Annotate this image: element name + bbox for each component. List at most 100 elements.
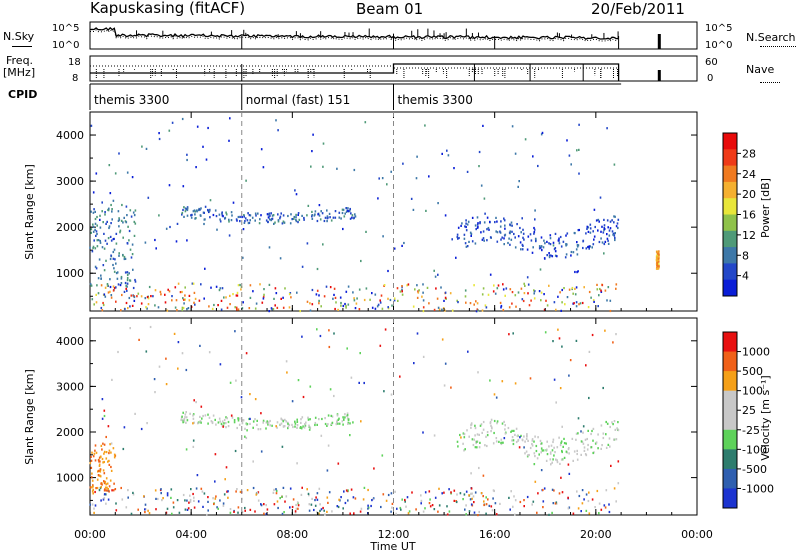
power-cell — [511, 291, 514, 294]
velocity-cell — [610, 464, 612, 467]
velocity-cell — [448, 488, 450, 491]
velocity-cell — [329, 388, 332, 391]
power-cell — [282, 296, 284, 299]
power-cell — [186, 158, 188, 162]
velocity-cell — [105, 435, 107, 439]
velocity-cell — [548, 445, 550, 448]
power-cell — [313, 214, 316, 217]
power-cell — [94, 265, 97, 268]
velocity-cell — [482, 495, 484, 498]
power-cell — [109, 278, 111, 281]
power-cell — [416, 284, 418, 287]
velocity-cell — [323, 509, 325, 512]
velocity-cell — [265, 504, 267, 507]
velocity-cell — [93, 452, 96, 455]
power-cell — [473, 284, 475, 287]
cpid-label: CPID — [8, 88, 38, 101]
power-cell — [606, 237, 609, 240]
velocity-scatter — [89, 325, 620, 517]
velocity-cell — [572, 512, 575, 515]
power-cell — [614, 215, 616, 218]
velocity-cell — [464, 508, 466, 511]
velocity-colorbar-swatch — [723, 488, 737, 509]
velocity-cell — [295, 507, 298, 510]
velocity-cell — [177, 341, 180, 344]
power-cell — [588, 247, 590, 250]
velocity-cell — [473, 438, 475, 441]
velocity-cell — [316, 511, 318, 514]
power-cell — [128, 239, 130, 242]
velocity-cell — [602, 436, 605, 440]
velocity-cell — [184, 413, 187, 416]
velocity-cell — [165, 357, 167, 360]
power-cell — [588, 290, 591, 294]
velocity-cell — [200, 405, 203, 408]
velocity-y-label: Slant Range [km] — [23, 369, 36, 465]
velocity-cell — [92, 455, 95, 458]
power-cell — [476, 223, 479, 226]
power-cell — [120, 309, 122, 312]
power-cell — [115, 300, 117, 303]
power-cell — [540, 245, 543, 248]
power-cell — [436, 297, 439, 300]
velocity-cell — [551, 461, 553, 464]
velocity-cell — [306, 488, 308, 491]
power-y-label: Slant Range [km] — [23, 164, 36, 260]
power-cell — [353, 216, 355, 219]
velocity-cell — [535, 444, 538, 448]
velocity-cell — [511, 439, 513, 442]
velocity-cell — [92, 492, 94, 495]
velocity-cell — [354, 497, 357, 500]
date-label: 20/Feb/2011 — [591, 0, 685, 18]
velocity-cell — [492, 442, 495, 445]
power-cell — [209, 216, 211, 219]
velocity-cell — [501, 441, 503, 444]
velocity-cell — [336, 420, 338, 424]
power-cell — [217, 304, 219, 307]
power-cell — [456, 235, 459, 239]
velocity-cell — [275, 488, 277, 491]
power-cell — [191, 213, 193, 216]
power-cell — [91, 298, 94, 301]
power-cell — [386, 183, 388, 186]
velocity-cell — [470, 487, 473, 490]
velocity-cell — [112, 447, 115, 450]
power-colorbar-swatch — [723, 214, 737, 232]
power-cell — [255, 214, 257, 217]
power-cell — [578, 148, 580, 151]
power-cell — [237, 215, 240, 219]
velocity-cell — [246, 489, 249, 492]
power-cell — [546, 240, 548, 243]
velocity-cell — [518, 446, 521, 449]
power-cell — [275, 119, 277, 122]
power-cell — [537, 164, 539, 168]
power-cell — [342, 304, 345, 308]
power-cell — [585, 232, 587, 235]
velocity-cell — [495, 396, 498, 399]
power-cell — [505, 287, 508, 290]
power-cell — [184, 286, 186, 289]
power-cell — [476, 216, 479, 219]
velocity-cell — [291, 400, 294, 403]
power-cell — [656, 250, 659, 253]
power-cell — [276, 306, 279, 309]
noise-search-legend-line — [760, 46, 796, 47]
power-cell — [263, 288, 265, 291]
power-cell — [344, 302, 346, 306]
velocity-cell — [193, 506, 196, 509]
power-cell — [503, 219, 506, 222]
velocity-cell — [561, 491, 564, 494]
power-cell — [114, 258, 116, 261]
velocity-cell — [406, 496, 409, 499]
velocity-cell — [541, 449, 544, 452]
velocity-cell — [552, 340, 554, 343]
velocity-cell — [100, 444, 103, 447]
power-cell — [341, 208, 344, 211]
velocity-cell — [563, 456, 566, 459]
power-cell — [500, 220, 502, 223]
velocity-cell — [578, 494, 581, 498]
power-cell — [249, 219, 251, 222]
velocity-cell — [515, 427, 518, 430]
velocity-cell — [108, 459, 110, 462]
power-cell — [94, 210, 96, 213]
